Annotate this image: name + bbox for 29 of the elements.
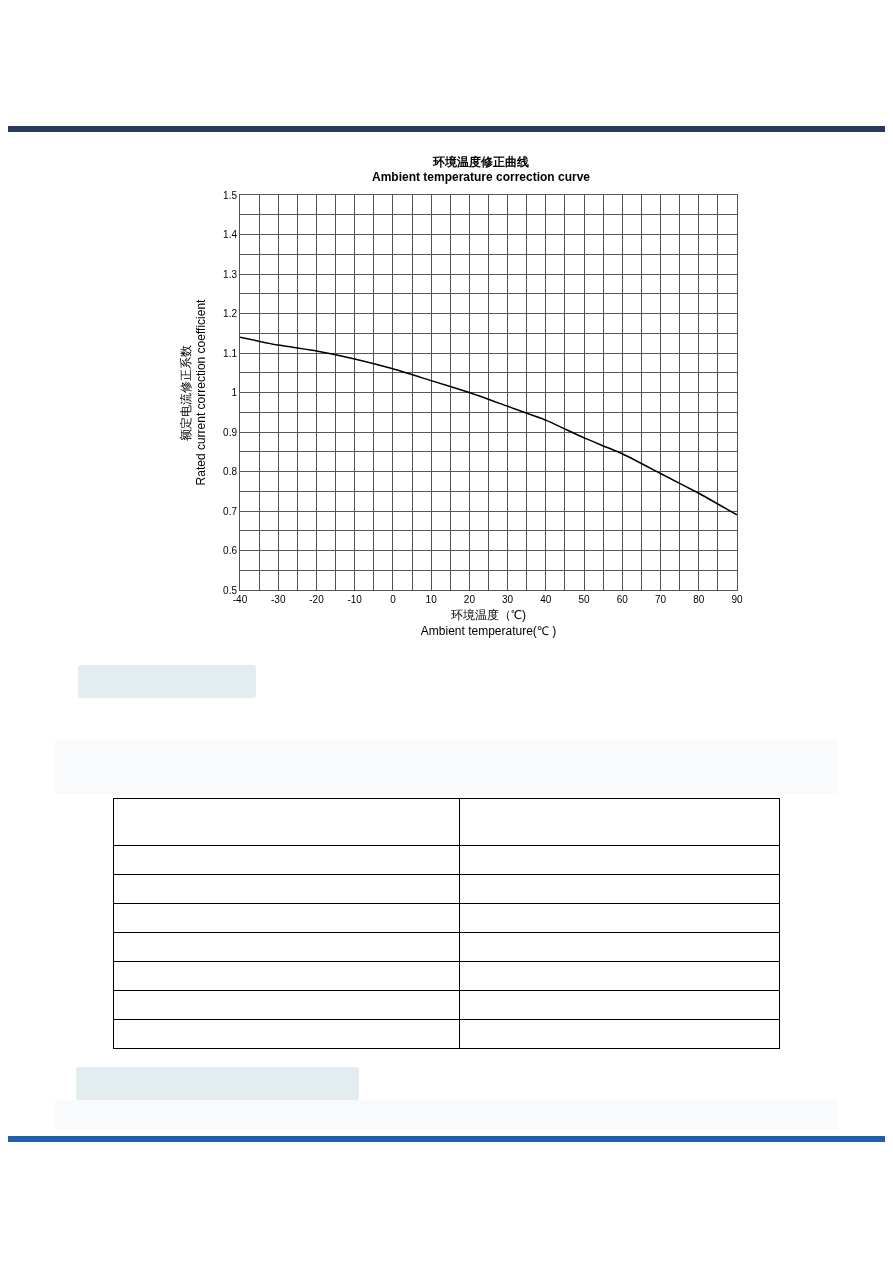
y-tick-label: 1.2 bbox=[223, 308, 238, 319]
y-tick-label: 0.8 bbox=[223, 466, 238, 477]
x-tick-label: 20 bbox=[463, 594, 476, 605]
x-tick-label: 90 bbox=[731, 594, 743, 605]
x-tick-label: 60 bbox=[616, 594, 629, 605]
line-series bbox=[240, 336, 737, 516]
y-tick-label: 1.5 bbox=[223, 189, 238, 201]
y-tick-label: 1.4 bbox=[223, 229, 238, 240]
y-tick-label: 0.6 bbox=[223, 545, 238, 556]
y-tick-label: 0.7 bbox=[223, 505, 238, 517]
x-tick-label: -10 bbox=[347, 594, 363, 605]
x-tick-label: 50 bbox=[578, 594, 591, 605]
y-tick-label: 1 bbox=[231, 387, 238, 398]
x-tick-label: 10 bbox=[425, 594, 438, 605]
x-tick-label: -40 bbox=[232, 594, 248, 605]
y-tick-label: 1.3 bbox=[223, 268, 238, 280]
y-tick-label: 1.1 bbox=[223, 347, 238, 359]
x-tick-label: -30 bbox=[271, 594, 286, 605]
y-tick-label: 0.5 bbox=[223, 584, 238, 596]
x-axis-title: 环境温度（℃) Ambient temperature(℃ ) bbox=[420, 607, 557, 638]
x-tick-label: 30 bbox=[502, 594, 514, 605]
x-tick-label: 0 bbox=[390, 594, 397, 605]
x-tick-label: 40 bbox=[540, 594, 552, 605]
x-tick-label: 80 bbox=[693, 594, 705, 605]
chart-title: 环境温度修正曲线 Ambient temperature correction curve bbox=[371, 154, 591, 185]
y-tick-label: 0.9 bbox=[223, 426, 238, 438]
y-axis-title: 额定电流修正系数 Rated current correction coefficient bbox=[178, 298, 209, 486]
x-tick-label: 70 bbox=[654, 594, 667, 605]
x-tick-label: -20 bbox=[309, 594, 325, 605]
